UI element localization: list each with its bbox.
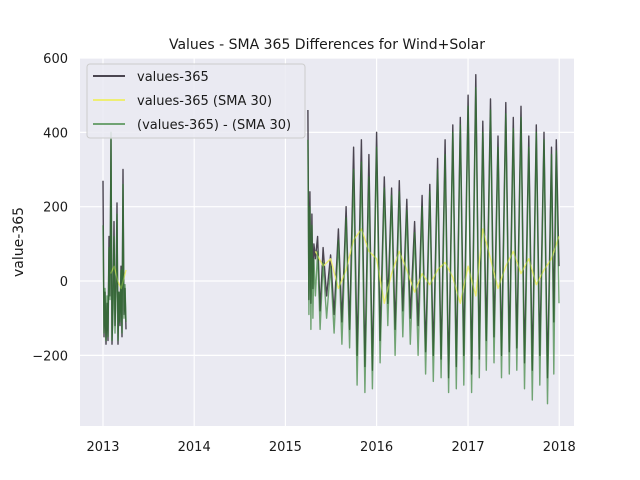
y-axis-label: value-365 (11, 207, 27, 277)
x-tick-label: 2013 (86, 440, 119, 455)
y-tick-label: 0 (60, 275, 68, 290)
legend-box (86, 63, 306, 139)
x-tick-label: 2016 (360, 440, 393, 455)
y-tick-label: −200 (32, 349, 68, 364)
legend-label: (values-365) - (SMA 30) (137, 118, 291, 133)
legend-label: values-365 (137, 70, 209, 85)
x-tick-label: 2017 (452, 440, 485, 455)
chart-title: Values - SMA 365 Differences for Wind+So… (169, 37, 485, 53)
series-line (307, 86, 560, 405)
y-tick-label: 400 (43, 126, 68, 141)
y-tick-label: 200 (43, 201, 68, 216)
y-axis-ticks: −200 0 200 400 600 (32, 52, 68, 364)
x-tick-label: 2018 (543, 440, 576, 455)
legend-label: values-365 (SMA 30) (137, 94, 272, 109)
series-2 (102, 86, 560, 405)
legend: values-365 values-365 (SMA 30) (values-365… (86, 63, 306, 139)
x-axis-ticks: 2013 2014 2015 2016 2017 2018 (86, 440, 575, 455)
x-tick-label: 2014 (178, 440, 211, 455)
y-tick-label: 600 (43, 52, 68, 67)
series-lines (102, 73, 560, 405)
series-line (102, 131, 127, 342)
x-tick-label: 2015 (269, 440, 302, 455)
